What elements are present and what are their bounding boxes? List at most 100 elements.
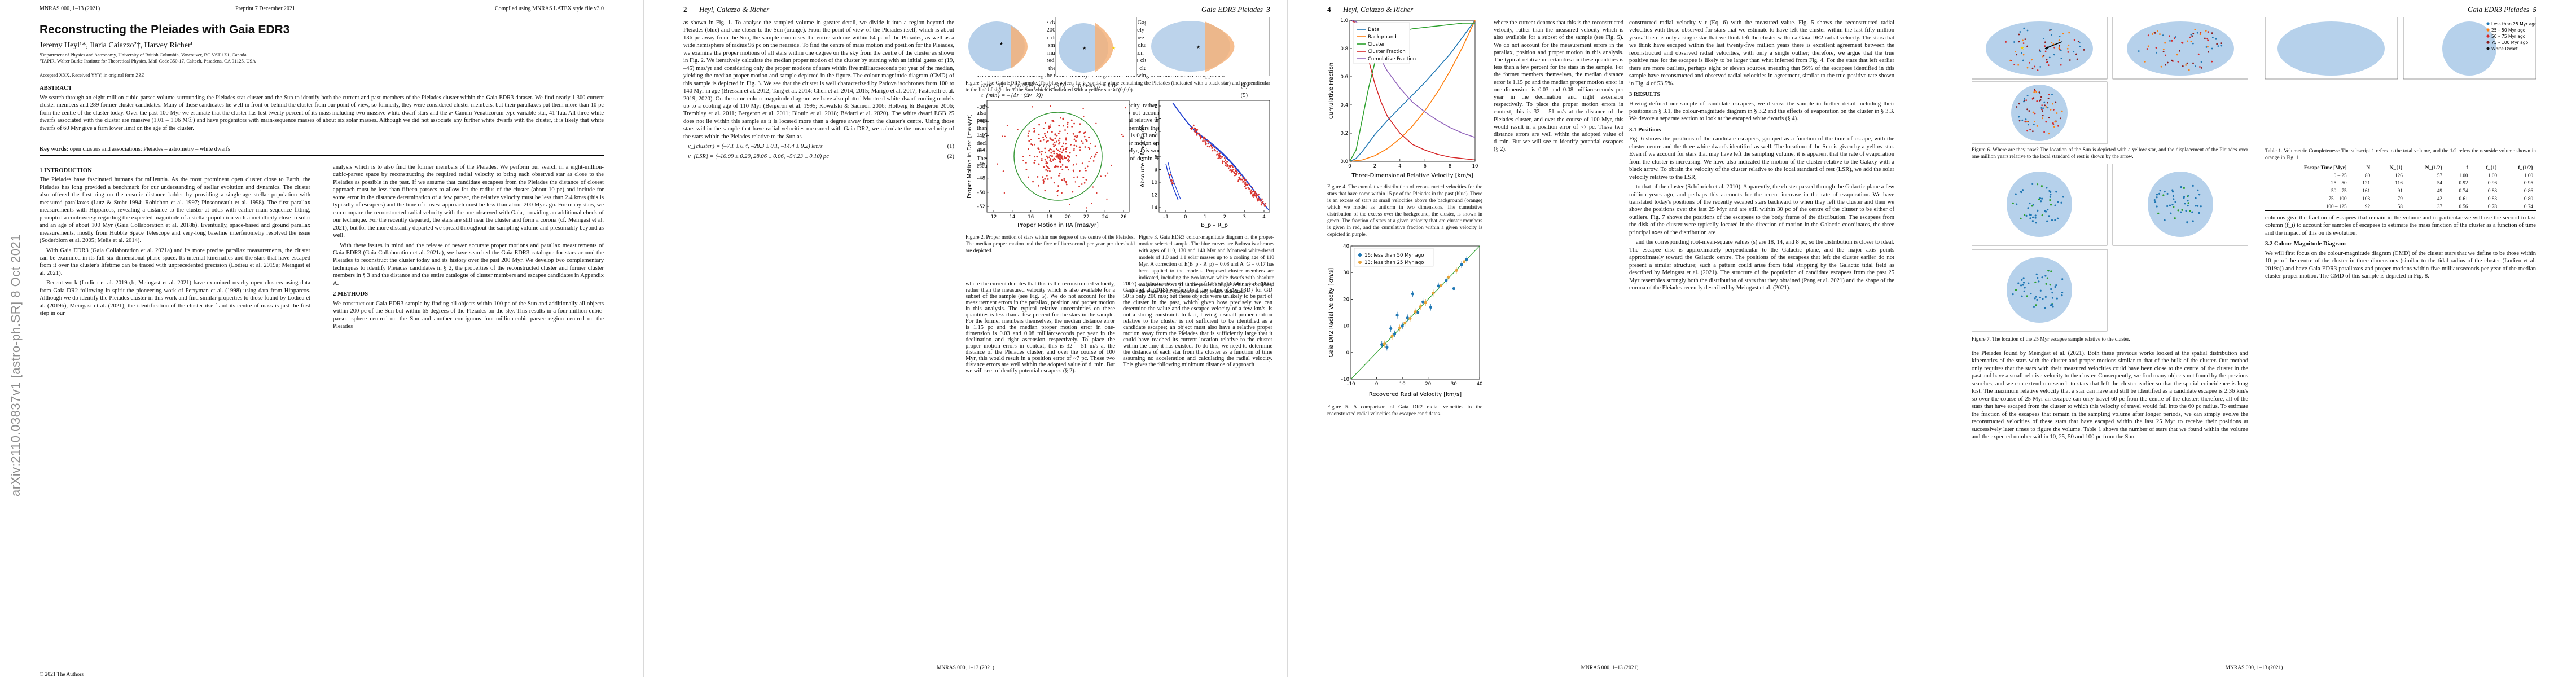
fig6-point <box>2185 64 2187 66</box>
fig6-point <box>2060 49 2062 51</box>
fig2-point <box>1042 139 1045 141</box>
fig6-point <box>2046 61 2048 64</box>
table-cell: 25 – 50 <box>2331 180 2347 186</box>
fig7-point <box>2153 199 2156 201</box>
fig6-point <box>2052 103 2053 105</box>
fig6-point <box>2034 112 2036 115</box>
paper-authors: Jeremy Heyl¹*, Ilaria Caiazzo²†, Harvey … <box>40 41 193 50</box>
fig2-xlabel: Proper Motion in RA [mas/yr] <box>1017 222 1099 228</box>
fig6-point <box>2146 48 2148 50</box>
fig2-point <box>1056 152 1058 155</box>
fig6-point <box>2197 53 2200 55</box>
fig3-point <box>1237 173 1240 175</box>
fig7-point <box>2055 191 2057 193</box>
fig6-point <box>2026 121 2029 122</box>
fig7-point <box>2041 197 2043 200</box>
x-tick-label: 0 <box>1375 381 1378 387</box>
fig2-point <box>1086 140 1088 142</box>
x-tick-label: 0 <box>1184 214 1187 220</box>
fig2-point <box>1083 132 1085 134</box>
fig6-point <box>2024 120 2026 122</box>
x-tick-label: 10 <box>1399 381 1406 387</box>
table-cell: 0.74 <box>2500 203 2536 212</box>
fig2-point <box>1059 150 1061 152</box>
fig3-point <box>1207 140 1209 142</box>
fig6-point <box>2023 100 2025 103</box>
fig2-point <box>1056 191 1059 192</box>
fig7-point <box>2050 270 2052 272</box>
x-tick-label: 4 <box>1398 164 1401 169</box>
fig2-point <box>1054 137 1056 139</box>
fig2-point <box>1045 165 1047 167</box>
fig6-point <box>2016 106 2018 108</box>
table-cell: 126 <box>2395 172 2403 178</box>
fig2-point <box>1079 170 1081 172</box>
fig5-point-0 <box>1429 305 1432 309</box>
fig7-point <box>2052 306 2054 308</box>
fig6-point <box>2010 60 2012 61</box>
fig2-point <box>1033 143 1035 146</box>
keywords: Key words: open clusters and association… <box>40 146 604 153</box>
fig2-point <box>1094 145 1096 147</box>
page-number-4: 4 <box>1327 5 1331 14</box>
fig6-legend-label: 25 – 50 Myr ago <box>2491 28 2526 33</box>
fig7-point <box>2034 214 2037 217</box>
fig6-point <box>2018 120 2021 122</box>
fig6-point <box>2205 30 2207 32</box>
sec1-para-2: With Gaia EDR3 (Gaia Collaboration et al… <box>40 247 310 276</box>
fig2-point <box>1068 161 1069 163</box>
fig2-point <box>1002 170 1004 172</box>
table-column-header: f_{1/2} <box>2500 164 2536 172</box>
y-tick-label: 0.6 <box>1340 74 1348 80</box>
fig2-point <box>1090 143 1091 144</box>
fig2-point <box>1063 157 1065 159</box>
fig3-wd-track-2 <box>1168 162 1181 200</box>
y-tick-label: –52 <box>977 204 985 210</box>
fig6-point <box>2165 64 2166 66</box>
page-2-lower-left: where the current denotes that this is t… <box>966 281 1115 376</box>
fig6-point <box>2055 101 2057 103</box>
fig6-point <box>2165 54 2167 56</box>
x-tick-label: –1 <box>1163 214 1169 220</box>
y-tick-label: 1.0 <box>1340 18 1348 24</box>
fig6-point <box>2041 110 2043 112</box>
fig2-points <box>997 105 1126 209</box>
fig2-point <box>1058 125 1060 127</box>
fig5-point-1 <box>1440 284 1443 287</box>
fig1-panel-b-svg: ★ ★ <box>1055 17 1137 76</box>
fig6-point <box>2022 42 2025 45</box>
fig2-point <box>1049 155 1051 157</box>
table-cell: 37 <box>2405 203 2445 212</box>
fig7-point <box>2044 275 2047 277</box>
fig7-point <box>2017 282 2020 284</box>
fig3-point <box>1231 165 1233 167</box>
page-4-header: 4 Heyl, Caiazzo & Richer <box>1327 5 1892 14</box>
page-5: Gaia EDR3 Pleiades 5 ★ ★ Figure 6. Where… <box>1932 0 2576 677</box>
fig6-point <box>2144 61 2146 63</box>
fig3-point <box>1226 161 1228 162</box>
fig6-point <box>2179 50 2180 52</box>
fig2-point <box>1081 183 1083 185</box>
fig2-point <box>1073 148 1075 150</box>
fig6-point <box>2174 37 2175 39</box>
fig2-point <box>1067 121 1069 124</box>
eq5-text: t_{min} = – (Δr · (Δv · k)) <box>981 93 1043 99</box>
fig2-point <box>1059 161 1061 163</box>
fig6-point <box>2194 28 2196 30</box>
fig3-point <box>1225 164 1227 166</box>
fig6-point <box>2022 39 2024 42</box>
fig6-point <box>2159 33 2161 35</box>
y-tick-label: 12 <box>1151 193 1157 199</box>
fig6-point <box>2216 43 2218 45</box>
fig6-point <box>2168 35 2170 37</box>
fig6-point <box>2207 46 2209 48</box>
table-cell: 0.80 <box>2524 195 2533 201</box>
fig7-point <box>2061 292 2064 294</box>
table-cell: 161 <box>2362 188 2371 194</box>
fig3-point <box>1249 192 1252 195</box>
fig7-point <box>2187 195 2189 197</box>
fig3-point <box>1257 200 1258 202</box>
fig7-point <box>2029 202 2031 205</box>
page-1-header: MNRAS 000, 1–13 (2021) Preprint 7 Decemb… <box>40 6 604 14</box>
x-tick-label: 2 <box>1373 164 1376 169</box>
